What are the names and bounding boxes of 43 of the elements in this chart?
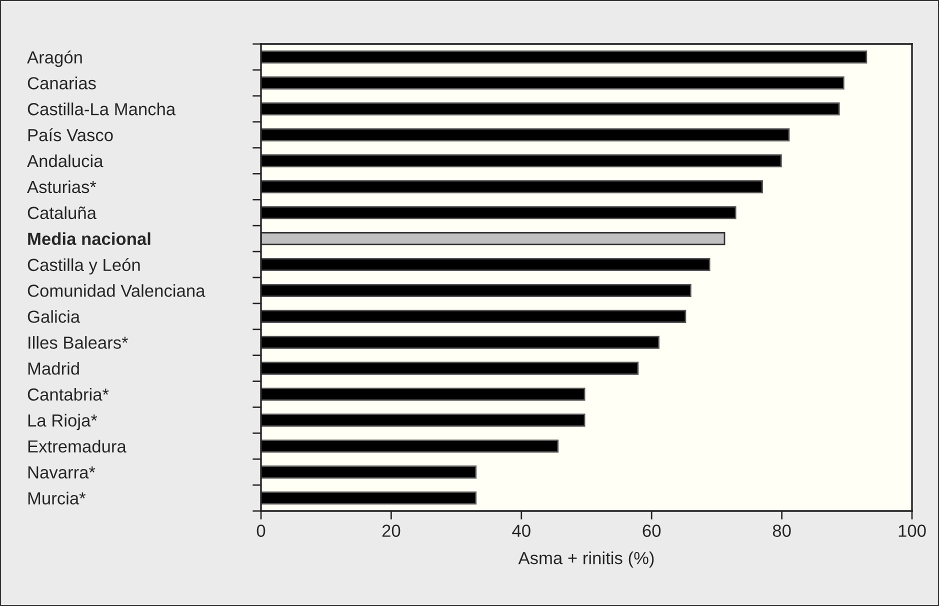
y-tick-label: Murcia* bbox=[28, 492, 86, 504]
y-tick-label: Navarra* bbox=[28, 466, 96, 479]
bar bbox=[261, 76, 844, 90]
y-tick-label: Illes Balears* bbox=[28, 336, 128, 349]
bar bbox=[261, 206, 736, 220]
y-tick-label: Andalucia bbox=[27, 154, 104, 168]
y-tick-label: Media nacional bbox=[28, 232, 150, 246]
x-axis-title: Asma + rinitis (%) bbox=[518, 551, 654, 568]
y-tick-label: Comunidad Valenciana bbox=[28, 284, 206, 297]
x-tick-label: 20 bbox=[382, 524, 400, 537]
y-tick-label: Extremadura bbox=[28, 440, 126, 453]
y-tick-label: Cataluña bbox=[28, 206, 96, 220]
bar bbox=[261, 258, 710, 272]
x-tick-label: 100 bbox=[898, 524, 926, 537]
bar bbox=[261, 128, 790, 142]
y-tick-label: País Vasco bbox=[28, 128, 113, 142]
y-tick-label: Castilla y León bbox=[28, 258, 140, 275]
bar bbox=[261, 388, 586, 401]
x-tick-label: 60 bbox=[642, 524, 661, 537]
bar bbox=[261, 50, 868, 64]
y-tick-label: Canarias bbox=[28, 76, 96, 90]
y-tick-label: La Rioja* bbox=[28, 414, 98, 430]
bar bbox=[261, 180, 763, 194]
x-tick-label: 0 bbox=[256, 524, 266, 537]
bar bbox=[261, 440, 559, 453]
bar bbox=[261, 414, 586, 427]
y-tick-label: Madrid bbox=[28, 362, 79, 375]
x-tick-label: 40 bbox=[512, 524, 530, 537]
bar bbox=[261, 284, 692, 298]
x-tick-label: 80 bbox=[772, 524, 791, 537]
y-tick-label: Galicia bbox=[28, 310, 80, 323]
y-tick-label: Aragón bbox=[27, 50, 82, 67]
bar bbox=[261, 491, 477, 505]
bar bbox=[261, 310, 686, 323]
y-tick-label: Castilla-La Mancha bbox=[28, 102, 176, 116]
bar bbox=[261, 362, 639, 375]
bar bbox=[261, 102, 840, 116]
y-tick-label: Asturias* bbox=[27, 180, 96, 194]
bar bbox=[261, 154, 782, 168]
bar bbox=[261, 336, 660, 349]
bar bbox=[261, 232, 726, 246]
bar bbox=[261, 466, 477, 479]
y-tick-label: Cantabria* bbox=[28, 388, 109, 401]
